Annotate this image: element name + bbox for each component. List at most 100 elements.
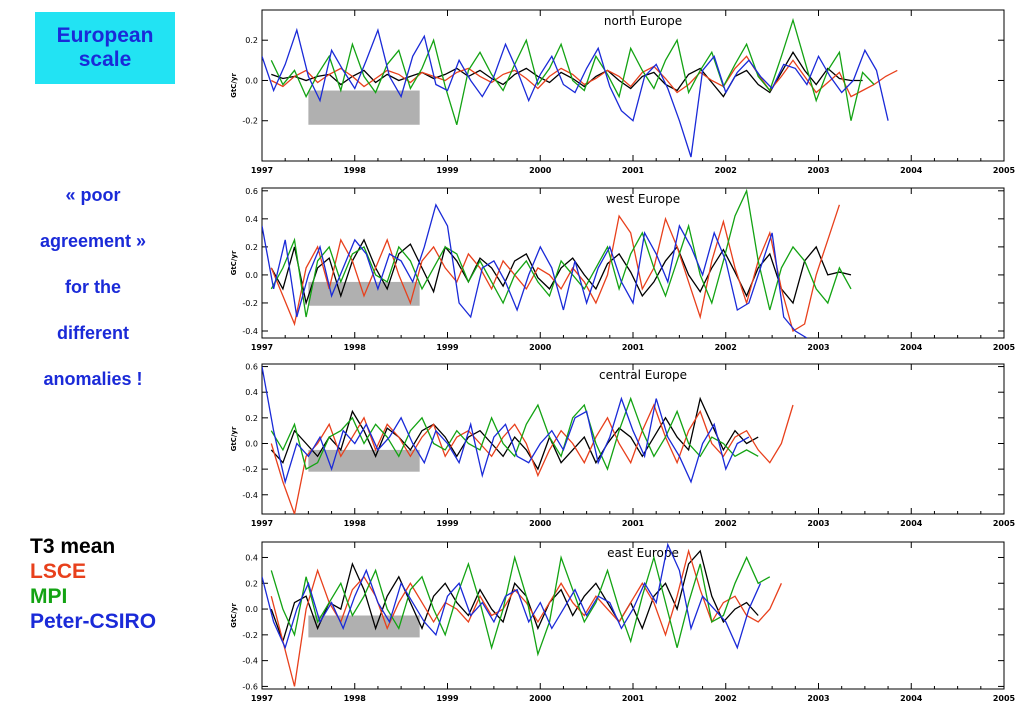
y-tick-label: 0.0 <box>245 439 258 448</box>
note-line: different <box>57 323 129 343</box>
y-tick-label: -0.2 <box>242 465 258 474</box>
y-tick-label: 0.2 <box>245 36 258 45</box>
series-line-lsce <box>271 55 898 98</box>
series-line-lsce <box>270 403 794 514</box>
y-tick-label: 0.2 <box>245 243 258 252</box>
legend-entry-t3-mean: T3 mean <box>30 535 116 558</box>
y-tick-label: 0.6 <box>245 187 258 196</box>
y-tick-label: -0.2 <box>242 299 258 308</box>
series-line-lsce <box>270 204 841 332</box>
x-tick-label: 2000 <box>529 343 552 352</box>
note-line: « poor <box>65 185 121 205</box>
x-tick-label: 2004 <box>900 343 923 352</box>
x-tick-label: 2005 <box>993 166 1016 175</box>
panel-title: east Europe <box>607 546 679 560</box>
y-tick-label: -0.2 <box>242 117 258 126</box>
x-tick-label: 2005 <box>993 519 1016 528</box>
series-line-mpi <box>270 396 759 471</box>
legend-entry-lsce: LSCE <box>30 560 87 583</box>
series-line-peter-csiro <box>262 27 889 158</box>
panel-title: central Europe <box>599 368 687 382</box>
y-tick-label: -0.4 <box>242 491 258 500</box>
y-tick-label: 0.4 <box>245 553 258 562</box>
series-legend: T3 mean LSCE MPI Peter-CSIRO <box>30 534 156 634</box>
y-axis-label: GtC/yr <box>230 73 238 98</box>
y-axis-label: GtC/yr <box>230 250 238 275</box>
y-tick-label: 0.2 <box>245 579 258 588</box>
x-tick-label: 2001 <box>622 519 645 528</box>
series-line-peter-csiro <box>262 542 762 650</box>
map-region-patch <box>308 449 420 472</box>
y-tick-label: 0.6 <box>245 363 258 372</box>
x-tick-label: 2001 <box>622 694 645 703</box>
scale-title-box: European scale <box>35 12 175 84</box>
y-axis-label: GtC/yr <box>230 426 238 451</box>
x-tick-label: 1999 <box>436 166 459 175</box>
x-tick-label: 2002 <box>715 343 737 352</box>
x-tick-label: 2004 <box>900 694 923 703</box>
x-tick-label: 2000 <box>529 694 552 703</box>
y-tick-label: -0.4 <box>242 657 258 666</box>
legend-entry-peter-csiro: Peter-CSIRO <box>30 610 157 633</box>
x-tick-label: 2000 <box>529 166 552 175</box>
x-tick-label: 2003 <box>807 519 829 528</box>
x-tick-label: 2003 <box>807 166 829 175</box>
agreement-note: « poor agreement » for the different ano… <box>8 172 178 402</box>
x-tick-label: 1997 <box>251 694 273 703</box>
series-line-t3-mean <box>270 549 759 644</box>
y-tick-label: 0.2 <box>245 414 258 423</box>
x-tick-label: 1998 <box>344 343 367 352</box>
series-line-t3-mean <box>270 396 759 471</box>
series-line-mpi <box>270 188 852 318</box>
map-region-patch <box>308 615 420 638</box>
x-tick-label: 1998 <box>344 519 367 528</box>
panel-title: north Europe <box>604 14 682 28</box>
x-tick-label: 1999 <box>436 519 459 528</box>
x-tick-label: 2004 <box>900 166 923 175</box>
y-tick-label: 0.0 <box>245 76 258 85</box>
x-tick-label: 2005 <box>993 343 1016 352</box>
y-tick-label: 0.4 <box>245 215 258 224</box>
x-tick-label: 2001 <box>622 343 645 352</box>
x-tick-label: 2001 <box>622 166 645 175</box>
note-line: anomalies ! <box>43 369 143 389</box>
x-tick-label: 2003 <box>807 694 829 703</box>
x-tick-label: 1998 <box>344 694 367 703</box>
legend-entry-mpi: MPI <box>30 585 68 608</box>
y-tick-label: -0.2 <box>242 631 258 640</box>
x-tick-label: 2000 <box>529 519 552 528</box>
x-tick-label: 1999 <box>436 343 459 352</box>
y-tick-label: 0.4 <box>245 388 258 397</box>
panel-title: west Europe <box>606 192 680 206</box>
series-line-peter-csiro <box>262 203 808 338</box>
series-line-mpi <box>270 17 875 125</box>
map-region-patch <box>308 281 420 306</box>
x-tick-label: 2002 <box>715 694 737 703</box>
x-tick-label: 2004 <box>900 519 923 528</box>
y-tick-label: -0.4 <box>242 327 258 336</box>
x-tick-label: 1997 <box>251 343 273 352</box>
y-tick-label: 0.0 <box>245 271 258 280</box>
y-tick-label: 0.0 <box>245 605 258 614</box>
map-region-patch <box>308 90 420 125</box>
x-tick-label: 2003 <box>807 343 829 352</box>
y-axis-label: GtC/yr <box>230 603 238 628</box>
note-line: agreement » <box>39 231 147 251</box>
x-tick-label: 1998 <box>344 166 367 175</box>
panel-west-europe: 0.6 0.4 0.2 0.0 -0.2 -0.4 1997 1998 1999 2000 2001… <box>230 187 1016 352</box>
panel-north-europe: 0.2 0.0 -0.2 1997 1998 1999 2000 2001 2002 2003 20… <box>230 9 1016 175</box>
x-tick-label: 2002 <box>715 166 737 175</box>
x-tick-label: 1997 <box>251 519 273 528</box>
note-line: for the <box>65 277 121 297</box>
series-line-peter-csiro <box>262 366 750 485</box>
panel-central-europe: 0.6 0.4 0.2 0.0 -0.2 -0.4 1997 1998 1999 2000 2001… <box>230 363 1016 528</box>
x-tick-label: 2002 <box>715 519 737 528</box>
scale-title-line1: European <box>56 24 154 47</box>
y-tick-label: -0.6 <box>242 682 258 691</box>
x-tick-label: 1997 <box>251 166 273 175</box>
x-tick-label: 1999 <box>436 694 459 703</box>
x-tick-label: 2005 <box>993 694 1016 703</box>
panel-east-europe: 0.4 0.2 0.0 -0.2 -0.4 -0.6 1997 1998 1999 2000 200… <box>230 541 1016 703</box>
scale-title-line2: scale <box>78 48 132 71</box>
